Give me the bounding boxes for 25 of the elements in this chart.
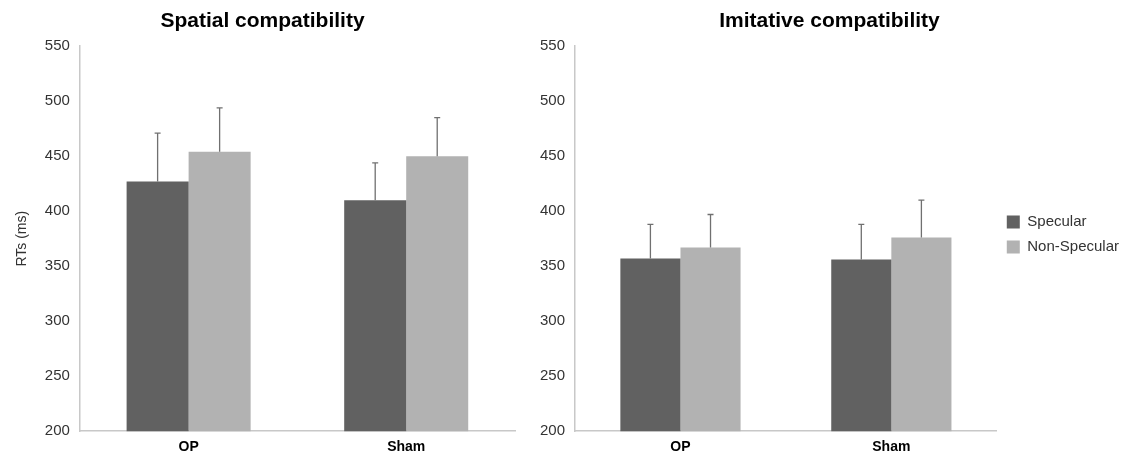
y-tick-label: 450 xyxy=(540,146,566,164)
y-tick-label: 550 xyxy=(540,36,566,54)
y-tick-label: 300 xyxy=(44,311,70,329)
y-tick-label: 450 xyxy=(44,146,70,164)
y-tick-label: 250 xyxy=(44,366,70,384)
chart-title: Spatial compatibility xyxy=(160,8,365,32)
x-tick-label: OP xyxy=(178,438,199,455)
x-tick-label: Sham xyxy=(387,438,426,455)
legend-label: Non-Specular xyxy=(1027,237,1119,255)
y-tick-label: 500 xyxy=(44,91,70,109)
y-tick-label: 500 xyxy=(540,91,566,109)
legend-label: Specular xyxy=(1027,212,1087,230)
y-tick-label: 400 xyxy=(540,201,566,219)
y-tick-label: 200 xyxy=(44,421,70,439)
y-tick-label: 250 xyxy=(540,366,566,384)
x-tick-label: Sham xyxy=(872,438,911,455)
y-axis-title: RTs (ms) xyxy=(13,210,30,267)
chart-title: Imitative compatibility xyxy=(719,8,941,32)
y-tick-label: 400 xyxy=(44,201,70,219)
y-tick-label: 300 xyxy=(540,311,566,329)
y-tick-label: 550 xyxy=(44,36,70,54)
y-tick-label: 350 xyxy=(540,256,566,274)
y-tick-label: 200 xyxy=(540,421,566,439)
y-tick-label: 350 xyxy=(44,256,70,274)
x-tick-label: OP xyxy=(670,438,691,455)
